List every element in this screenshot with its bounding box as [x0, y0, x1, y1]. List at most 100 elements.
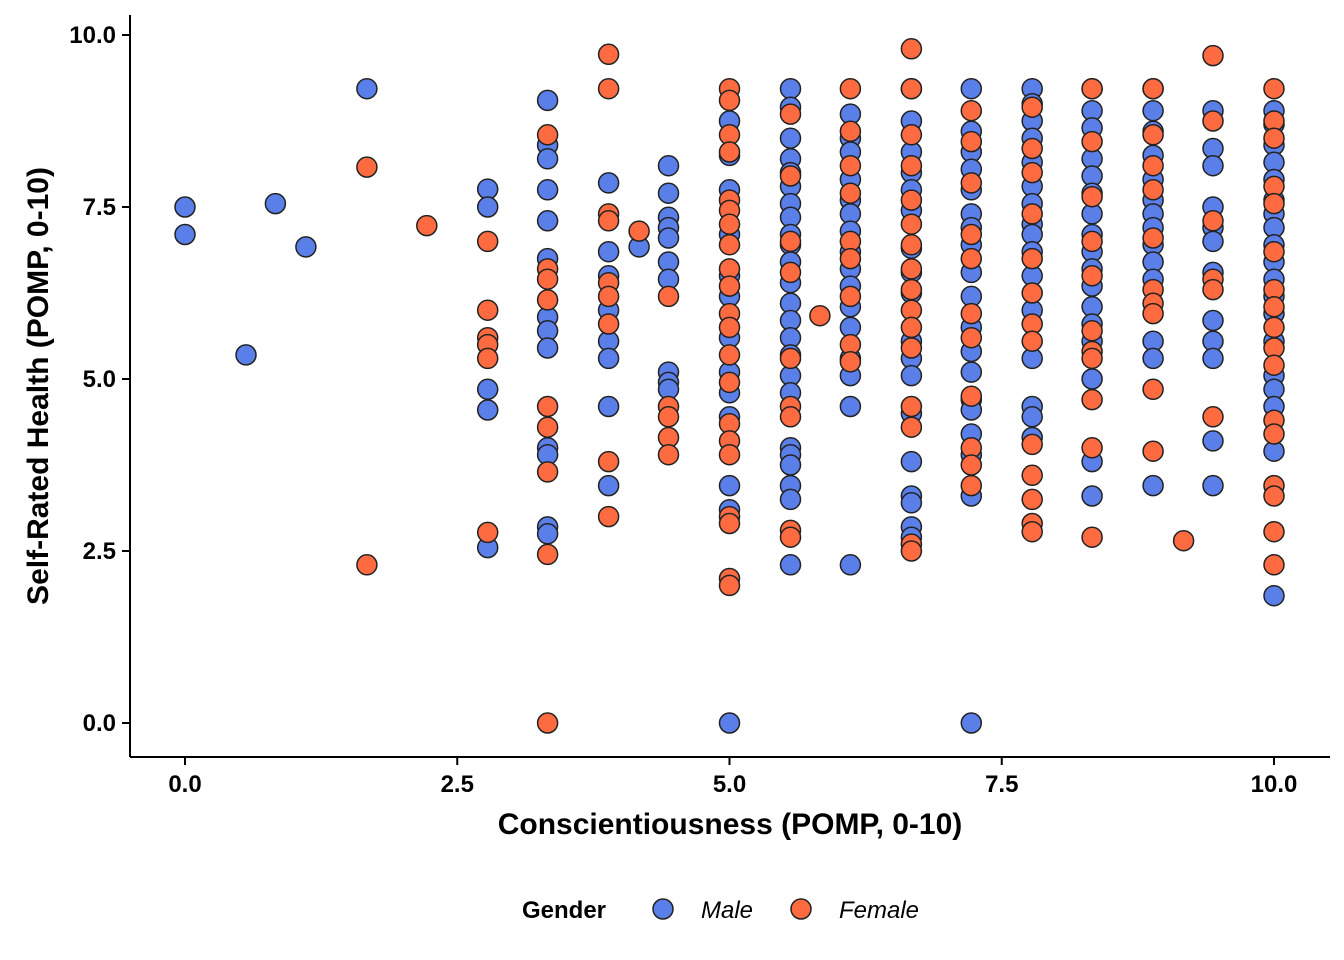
x-tick-label-0: 0.0 [168, 771, 201, 798]
male-point-4 [295, 236, 317, 258]
female-point-25 [597, 450, 620, 473]
female-point-57 [779, 261, 802, 284]
legend-title: Gender [522, 897, 606, 924]
female-point-123 [1081, 526, 1103, 548]
female-point-81 [900, 278, 923, 301]
male-point-178 [1142, 347, 1164, 370]
female-point-17 [536, 712, 559, 734]
female-point-151 [1263, 354, 1285, 376]
female-point-95 [960, 326, 983, 349]
male-point-2 [235, 344, 257, 366]
male-point-189 [1202, 347, 1224, 370]
female-point-125 [1142, 124, 1164, 146]
female-point-93 [960, 247, 983, 270]
female-point-153 [1263, 423, 1285, 445]
male-point-30 [597, 395, 620, 418]
male-point-190 [1202, 430, 1224, 452]
female-point-11 [536, 268, 559, 290]
male-point-179 [1142, 474, 1164, 497]
female-point-156 [1263, 520, 1285, 543]
female-point-64 [839, 77, 862, 100]
female-point-7 [476, 347, 499, 370]
female-point-115 [1081, 185, 1103, 208]
female-point-18 [597, 43, 620, 66]
female-point-146 [1263, 240, 1285, 263]
male-point-94 [839, 395, 862, 418]
x-tick-label-4: 10.0 [1251, 771, 1298, 798]
female-point-19 [597, 77, 620, 100]
male-point-185 [1202, 230, 1224, 253]
male-point-56 [779, 77, 802, 100]
female-point-120 [1081, 347, 1103, 370]
y-tick-label-2: 5.0 [83, 366, 116, 393]
female-point-3 [476, 230, 499, 253]
y-tick-label-3: 7.5 [83, 194, 116, 221]
male-point-126 [960, 361, 983, 383]
female-point-42 [718, 275, 741, 297]
male-point-0 [174, 196, 196, 218]
x-tick-label-2: 5.0 [713, 771, 746, 798]
male-point-109 [900, 450, 923, 473]
female-point-0 [356, 156, 378, 178]
female-point-103 [1021, 203, 1043, 225]
female-point-40 [718, 234, 741, 256]
female-point-135 [1202, 44, 1224, 67]
female-point-12 [536, 289, 559, 311]
legend-female-label: Female [839, 897, 919, 924]
female-point-136 [1202, 110, 1224, 132]
male-point-19 [536, 337, 559, 359]
female-point-78 [900, 213, 923, 235]
male-point-9 [476, 399, 499, 421]
male-point-114 [960, 77, 983, 100]
female-point-90 [960, 130, 983, 153]
y-tick-label-0: 0.0 [83, 710, 116, 737]
female-point-86 [900, 416, 923, 438]
female-point-101 [1021, 137, 1043, 160]
male-point-37 [657, 227, 680, 249]
y-axis-ticks: 0.0 2.5 5.0 7.5 10.0 [69, 22, 130, 737]
female-point-1 [356, 554, 378, 576]
female-point-62 [779, 526, 802, 548]
female-point-14 [536, 416, 559, 438]
female-point-149 [1263, 316, 1285, 339]
male-point-107 [900, 364, 923, 387]
female-point-34 [718, 89, 741, 112]
female-point-2 [416, 214, 438, 237]
male-point-210 [1263, 584, 1285, 607]
female-point-80 [900, 258, 923, 280]
female-point-51 [718, 512, 741, 535]
female-point-157 [1263, 554, 1285, 576]
male-point-182 [1202, 154, 1224, 177]
male-point-13 [536, 148, 559, 170]
female-point-98 [960, 454, 983, 476]
x-tick-label-1: 2.5 [441, 771, 474, 798]
female-point-74 [900, 77, 923, 100]
male-point-132 [960, 712, 983, 734]
male-point-1 [174, 223, 196, 246]
female-point-113 [1081, 77, 1103, 100]
legend: Gender Male Female [522, 897, 919, 924]
female-point-13 [536, 395, 559, 418]
male-point-187 [1202, 309, 1224, 332]
male-point-167 [1142, 99, 1164, 122]
female-point-66 [839, 154, 862, 177]
legend-male-marker [652, 898, 674, 920]
male-point-147 [1021, 406, 1043, 428]
female-point-60 [779, 406, 802, 428]
female-point-133 [1142, 440, 1164, 462]
female-point-32 [657, 443, 680, 466]
female-point-36 [718, 141, 741, 163]
female-point-105 [1021, 282, 1043, 304]
female-point-58 [779, 347, 802, 370]
female-point-8 [476, 521, 499, 544]
female-point-121 [1081, 388, 1103, 411]
female-point-65 [839, 120, 862, 143]
male-point-95 [839, 554, 862, 576]
female-point-4 [476, 299, 499, 321]
female-point-73 [900, 38, 923, 60]
male-point-29 [597, 347, 620, 370]
male-point-58 [779, 127, 802, 149]
male-point-15 [536, 210, 559, 232]
male-point-55 [718, 712, 741, 734]
female-point-21 [597, 210, 620, 232]
